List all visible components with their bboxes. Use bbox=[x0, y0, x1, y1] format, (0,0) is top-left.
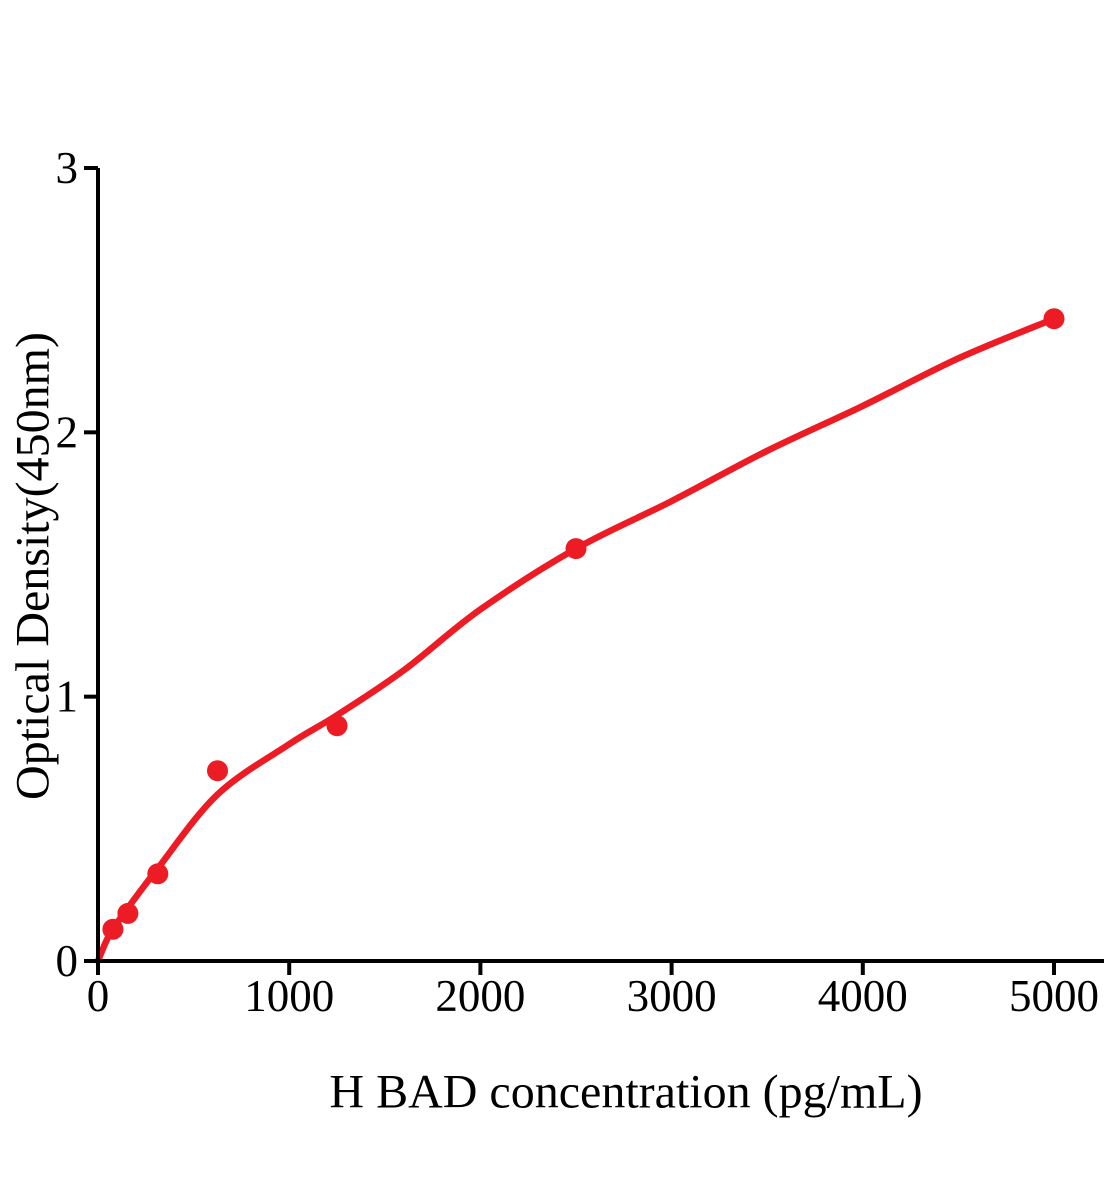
y-axis-title: Optical Density(450nm) bbox=[6, 332, 60, 800]
y-tick-label: 2 bbox=[56, 407, 79, 457]
y-tick-label: 3 bbox=[56, 143, 79, 193]
x-tick-label: 4000 bbox=[818, 971, 908, 1021]
x-tick-label: 3000 bbox=[627, 971, 717, 1021]
data-point bbox=[326, 715, 348, 737]
fit-curve bbox=[94, 315, 1058, 965]
x-tick-label: 2000 bbox=[435, 971, 525, 1021]
x-tick-label: 0 bbox=[87, 971, 110, 1021]
data-point bbox=[565, 538, 587, 560]
y-tick-label: 1 bbox=[56, 672, 79, 722]
data-point bbox=[1043, 308, 1065, 330]
x-tick-label: 5000 bbox=[1009, 971, 1099, 1021]
y-tick-label: 0 bbox=[56, 936, 79, 986]
x-tick-label: 1000 bbox=[244, 971, 334, 1021]
data-point bbox=[147, 863, 169, 885]
data-point bbox=[102, 918, 124, 940]
data-point bbox=[117, 902, 139, 924]
x-axis-title: H BAD concentration (pg/mL) bbox=[329, 1065, 923, 1119]
data-point bbox=[207, 760, 228, 782]
